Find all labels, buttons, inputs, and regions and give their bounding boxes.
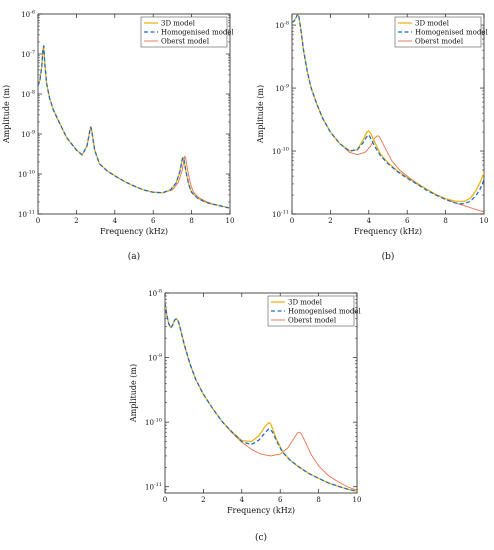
y-tick-label: 10-10 — [145, 418, 162, 428]
legend-entry-label: Oberst model — [415, 37, 464, 45]
legend-box — [394, 16, 482, 48]
chart-3: 10-11 10-10 10-9 10-8 0 2 4 6 8 10 Frequency (kHz)… — [129, 289, 361, 544]
plot-frame — [164, 292, 358, 494]
legend-entry-label: Oberst model — [288, 316, 337, 324]
chart-2: 10-11 10-10 10-9 10-8 0 2 4 6 8 10 Frequency (kHz)… — [256, 13, 489, 262]
x-tick-label: 0 — [36, 217, 40, 225]
panel-caption: (b) — [382, 251, 395, 262]
x-tick-label: 4 — [367, 217, 372, 225]
y-tick-label: 10-9 — [148, 353, 162, 363]
x-axis-label: Frequency (kHz) — [227, 506, 295, 515]
y-axis-label: Amplitude (m) — [256, 85, 265, 144]
y-tick-label: 10-6 — [21, 10, 35, 20]
legend-entry-label: Oberst model — [161, 37, 210, 45]
x-tick-label: 2 — [74, 217, 78, 225]
chart-1: 10-11 10-10 10-9 10-8 10-7 10-6 0 2 4 6 8 10 Frequen… — [2, 10, 234, 263]
series-line-homogenised-model — [292, 14, 484, 205]
legend-entry-label: Homogenised model — [288, 307, 361, 315]
x-tick-label: 0 — [290, 217, 294, 225]
y-tick-label: 10-8 — [275, 21, 289, 31]
legend-entry-label: 3D model — [161, 19, 196, 27]
x-tick-label: 2 — [201, 496, 205, 504]
panel-caption: (c) — [255, 532, 267, 543]
x-tick-label: 4 — [113, 217, 118, 225]
y-tick-label: 10-11 — [272, 210, 289, 220]
legend-box — [140, 16, 228, 48]
legend-entry-label: Homogenised model — [415, 28, 488, 36]
x-tick-label: 6 — [278, 496, 283, 504]
legend-entry-label: 3D model — [288, 298, 323, 306]
series-line-homogenised-model — [38, 45, 230, 209]
x-tick-label: 2 — [328, 217, 332, 225]
y-tick-label: 10-8 — [21, 90, 35, 100]
y-tick-label: 10-11 — [18, 210, 35, 220]
x-axis-label: Frequency (kHz) — [100, 227, 168, 236]
y-tick-label: 10-9 — [21, 130, 35, 140]
y-axis-label: Amplitude (m) — [2, 85, 11, 144]
y-tick-label: 10-8 — [148, 289, 162, 299]
x-tick-label: 6 — [405, 217, 410, 225]
series-line-homogenised-model — [165, 302, 357, 492]
x-tick-label: 6 — [151, 217, 156, 225]
x-tick-label: 8 — [316, 496, 320, 504]
y-tick-label: 10-10 — [18, 170, 35, 180]
y-tick-label: 10-9 — [275, 84, 289, 94]
y-tick-label: 10-10 — [272, 147, 289, 157]
panel-caption: (a) — [128, 251, 140, 262]
y-tick-label: 10-11 — [145, 482, 162, 492]
x-tick-label: 0 — [163, 496, 167, 504]
legend-box — [267, 295, 355, 327]
x-axis-label: Frequency (kHz) — [354, 227, 422, 236]
legend-entry-label: 3D model — [415, 19, 450, 27]
plot-frame — [37, 13, 231, 215]
legend-entry-label: Homogenised model — [161, 28, 234, 36]
x-tick-label: 10 — [353, 496, 362, 504]
y-axis-label: Amplitude (m) — [129, 364, 138, 423]
x-tick-label: 10 — [226, 217, 235, 225]
plot-frame — [291, 13, 485, 215]
y-tick-label: 10-7 — [21, 50, 35, 60]
x-tick-label: 8 — [443, 217, 447, 225]
x-tick-label: 4 — [240, 496, 245, 504]
x-tick-label: 8 — [189, 217, 193, 225]
x-tick-label: 10 — [480, 217, 489, 225]
